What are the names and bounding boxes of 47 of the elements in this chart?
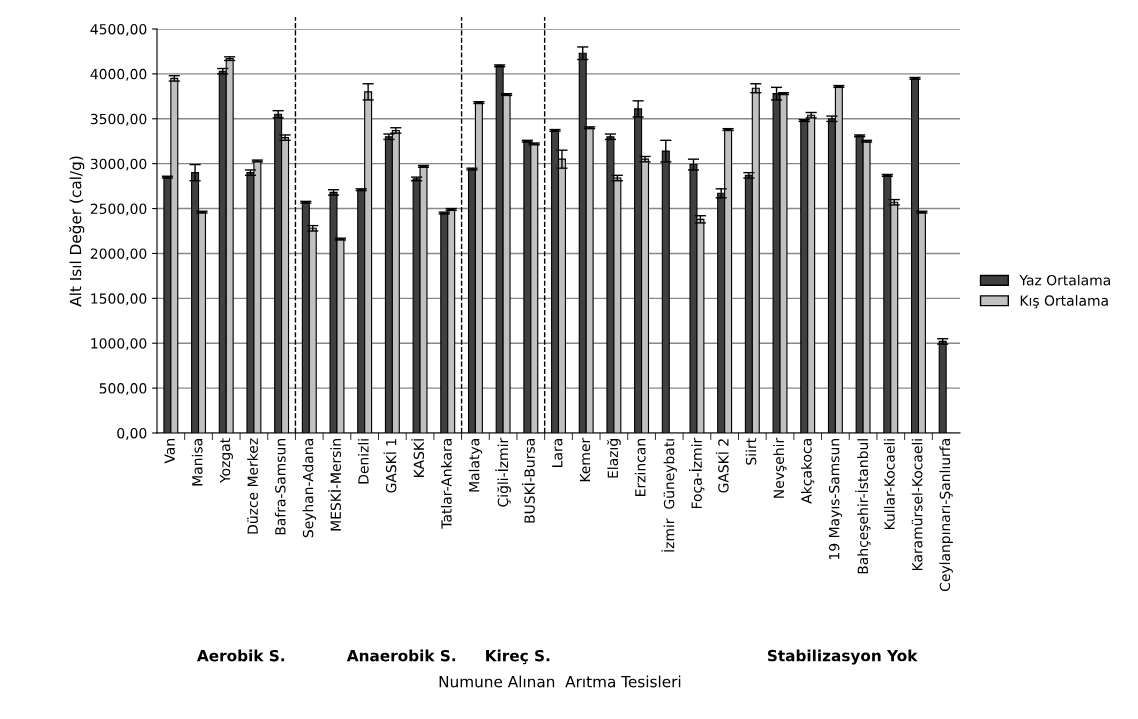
y-axis-title: Alt Isıl Değer (cal/g) (69, 156, 85, 307)
y-tick-label: 3500,00 (90, 113, 147, 126)
x-tick-label: MESKİ-Mersin (328, 439, 342, 531)
x-tick-label: Nevşehir (773, 437, 787, 498)
y-tick-label: 4500,00 (90, 23, 147, 36)
x-tick-label: GASKİ 1 (383, 439, 397, 493)
text: Anaerobik S. (346, 649, 456, 662)
y-tick-label: 2500,00 (90, 203, 147, 216)
x-tick-label: Erzincan (634, 439, 646, 496)
y-tick-label: 4000,00 (90, 68, 147, 81)
y-tick-label: 3000,00 (90, 158, 147, 171)
x-tick-label: Seyhan-Adana (302, 439, 317, 538)
x-tick-label: BUSKİ-Bursa (521, 439, 535, 523)
x-tick-label: Van (164, 439, 175, 464)
y-tick-label: 1000,00 (91, 338, 147, 351)
x-tick-label: Ceylanpınarı-Şanlıurfa (939, 439, 953, 592)
x-tick-label: KASKİ (411, 439, 425, 477)
y-tick-label: 500,00 (99, 383, 147, 395)
x-tick-label: Denizli (357, 439, 369, 484)
x-tick-label: GASKİ 2 (715, 439, 729, 493)
x-tick-label: Bahçeşehir-İstanbul (855, 439, 871, 574)
y-tick-label: 2000,00 (90, 248, 147, 261)
x-tick-label: Siirt (745, 438, 757, 465)
text: Stabilizasyon Yok (767, 649, 918, 665)
x-tick-label: Düzce Merkez (247, 438, 258, 534)
x-tick-label: Elazığ (606, 439, 621, 478)
x-tick-label: Yozgat (219, 438, 233, 484)
legend-label: Kış Ortalama (1020, 295, 1108, 309)
x-tick-label: Manisa (191, 439, 203, 486)
x-tick-label: Foça-İzmir (689, 437, 705, 509)
text: Aerobik S. (196, 649, 285, 662)
x-tick-label: Bafra-Samsun (274, 439, 286, 535)
legend-label: Yaz Ortalama (1019, 274, 1110, 286)
x-tick-label: Akçakoca (800, 439, 815, 504)
text: Kireç S. (486, 649, 550, 665)
x-tick-label: Kullar-Kocaeli (884, 439, 895, 530)
x-tick-label: Kemer (579, 437, 591, 482)
x-tick-label: Karamürsel-Kocaeli (911, 439, 923, 571)
text: Numune Alınan Arıtma Tesisleri (439, 675, 681, 688)
y-tick-label: 1500,00 (91, 293, 147, 306)
x-tick-label: İzmir Güneybatı (661, 439, 678, 552)
x-tick-label: Malatya (468, 439, 483, 492)
x-tick-label: 19 Mayıs-Samsun (828, 439, 843, 559)
y-tick-label: 0,00 (117, 427, 147, 440)
x-tick-label: Tatlar-Ankara (441, 439, 452, 529)
x-tick-label: Çiğli-İzmir (495, 437, 511, 507)
x-tick-label: Lara (552, 439, 563, 467)
